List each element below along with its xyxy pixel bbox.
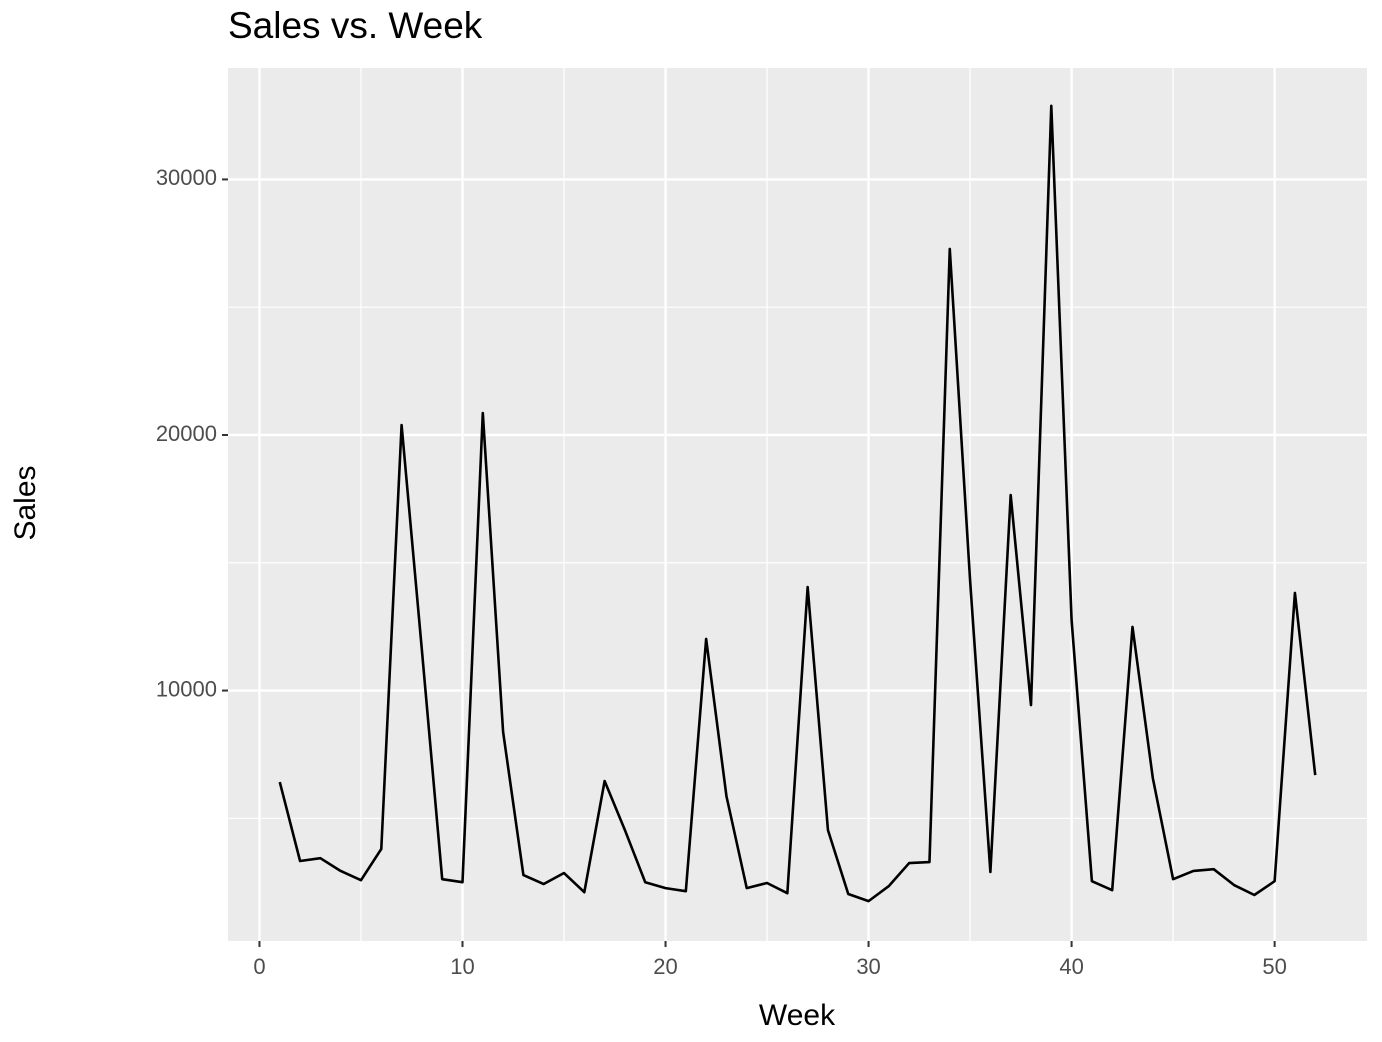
y-tick-label: 20000 xyxy=(156,421,217,446)
x-axis-title: Week xyxy=(759,999,836,1032)
x-tick-label: 10 xyxy=(450,954,474,979)
y-tick-label: 10000 xyxy=(156,676,217,701)
chart-title: Sales vs. Week xyxy=(228,5,483,46)
x-tick-label: 20 xyxy=(653,954,677,979)
y-tick-label: 30000 xyxy=(156,165,217,190)
line xyxy=(278,104,1317,903)
x-tick-label: 50 xyxy=(1262,954,1286,979)
y-axis-title: Sales xyxy=(9,465,42,540)
x-tick-label: 0 xyxy=(253,954,265,979)
x-tick-label: 30 xyxy=(856,954,880,979)
plot-background xyxy=(228,68,1367,941)
x-tick-label: 40 xyxy=(1059,954,1083,979)
